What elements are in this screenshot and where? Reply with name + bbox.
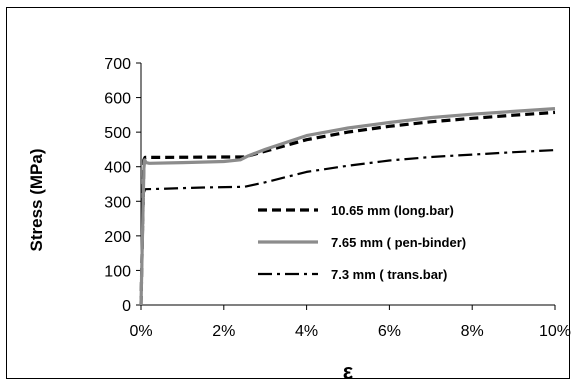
x-tick-label: 4% xyxy=(295,323,318,340)
series-lines xyxy=(139,107,556,306)
legend-label-0: 10.65 mm (long.bar) xyxy=(331,203,454,218)
y-tick-label: 200 xyxy=(104,229,131,246)
x-tick-label: 6% xyxy=(378,323,401,340)
y-tick-label: 300 xyxy=(104,194,131,211)
y-axis-title: Stress (MPa) xyxy=(27,149,46,252)
x-axis-ticks: 0% 2% 4% 6% 8% 10% xyxy=(129,305,571,340)
x-tick-label: 8% xyxy=(461,323,484,340)
y-tick-label: 400 xyxy=(104,160,131,177)
x-tick-label: 0% xyxy=(129,323,152,340)
x-axis-title: ε xyxy=(343,359,354,384)
legend-label-2: 7.3 mm ( trans.bar) xyxy=(331,267,447,282)
x-tick-label: 10% xyxy=(539,323,571,340)
y-tick-label: 600 xyxy=(104,91,131,108)
legend: 10.65 mm (long.bar) 7.65 mm ( pen-binder)… xyxy=(258,203,466,282)
y-tick-label: 700 xyxy=(104,56,131,73)
y-tick-label: 100 xyxy=(104,263,131,280)
y-axis-ticks: 0 100 200 300 400 500 600 700 xyxy=(104,56,141,315)
chart-frame xyxy=(6,7,570,379)
legend-label-1: 7.65 mm ( pen-binder) xyxy=(331,235,466,250)
y-tick-label: 500 xyxy=(104,125,131,142)
series-line-1 xyxy=(139,107,556,306)
y-tick-label: 0 xyxy=(122,298,131,315)
series-line-2 xyxy=(139,149,556,306)
x-tick-label: 2% xyxy=(212,323,235,340)
